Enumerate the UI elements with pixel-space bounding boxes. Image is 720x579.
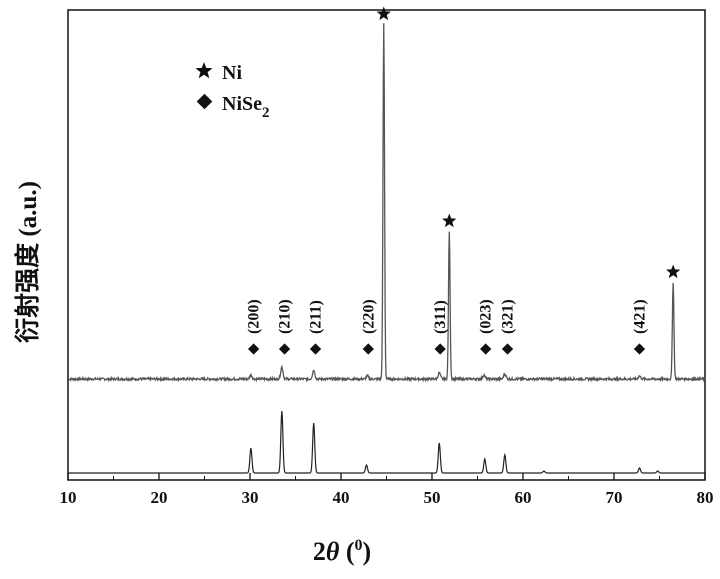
hkl-label: (220) [360, 299, 377, 334]
ni-peak-markers [377, 7, 681, 279]
reference-pattern-line [68, 411, 705, 473]
x-tick-label: 30 [242, 488, 259, 507]
nise2-diamond-marker [279, 343, 290, 354]
y-axis-label: 衍射强度 (a.u.) [13, 181, 42, 343]
legend-diamond-icon [197, 94, 213, 110]
hkl-label: (210) [277, 299, 294, 334]
x-axis-ticks: 10 20 30 40 50 60 70 80 [60, 473, 714, 507]
legend-entry-ni: Ni [222, 62, 242, 84]
legend: Ni NiSe2 [195, 62, 269, 121]
nise2-diamond-marker [634, 343, 645, 354]
hkl-label: (023) [478, 299, 495, 334]
ni-star-marker [377, 7, 391, 21]
hkl-label: (311) [432, 300, 449, 334]
hkl-label: (421) [631, 299, 648, 334]
nise2-diamond-marker [363, 343, 374, 354]
x-axis-label: 2θ (0) [313, 537, 371, 566]
x-tick-label: 80 [697, 488, 714, 507]
nise2-peak-markers: (200) (210) (211) (220) (311) (023) (321) (421) [246, 299, 649, 354]
ni-star-marker [666, 265, 680, 279]
nise2-diamond-marker [502, 343, 513, 354]
legend-entry-nise2: NiSe2 [222, 93, 270, 121]
nise2-diamond-marker [435, 343, 446, 354]
legend-star-icon [195, 62, 212, 78]
plot-frame [68, 10, 705, 480]
hkl-label: (200) [246, 299, 263, 334]
x-tick-label: 70 [606, 488, 623, 507]
nise2-diamond-marker [480, 343, 491, 354]
x-tick-label: 10 [60, 488, 77, 507]
hkl-label: (321) [500, 299, 517, 334]
x-tick-label: 50 [424, 488, 441, 507]
x-tick-label: 20 [151, 488, 168, 507]
ni-star-marker [442, 214, 456, 228]
hkl-label: (211) [308, 300, 325, 334]
x-tick-label: 40 [333, 488, 350, 507]
measured-pattern-line [68, 23, 705, 380]
x-tick-label: 60 [515, 488, 532, 507]
nise2-diamond-marker [310, 343, 321, 354]
nise2-diamond-marker [248, 343, 259, 354]
